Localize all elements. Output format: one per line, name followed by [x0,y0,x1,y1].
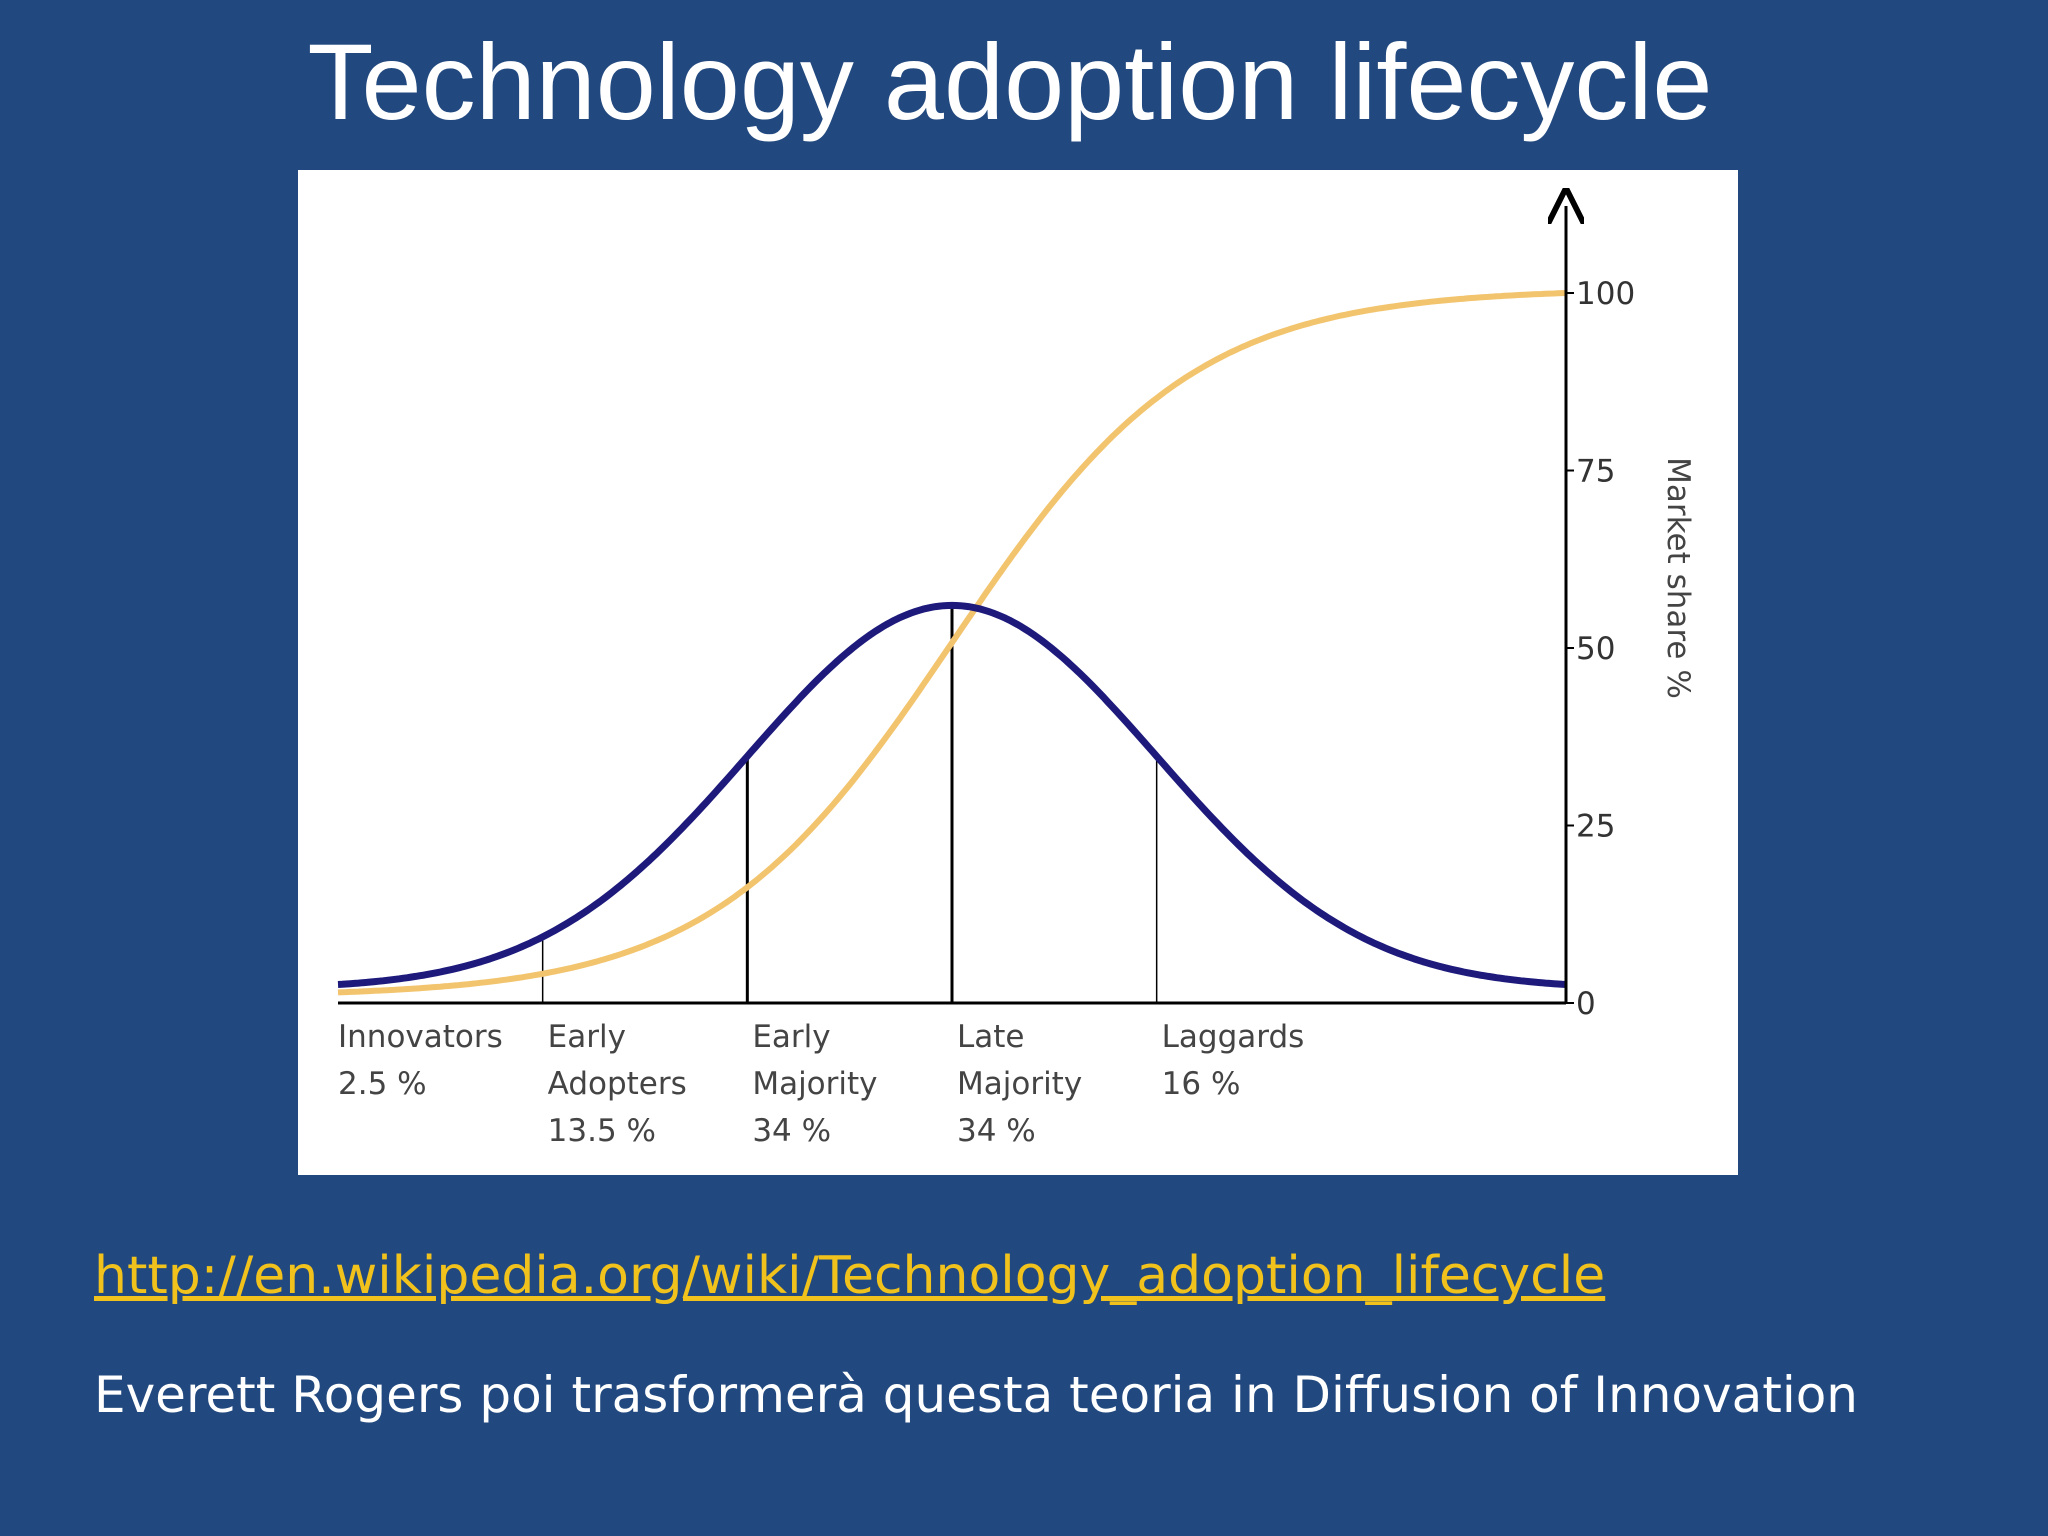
chart-panel: 0 25 50 75 100 Innovators 2.5 % Early Adopters 1… [298,170,1738,1175]
segment-label-line: Early [548,1019,626,1055]
segment-label-line: Late [957,1019,1025,1055]
segment-label-line: Early [752,1019,830,1055]
cumulative-market-share-curve [337,290,1567,996]
y-ticks: 0 25 50 75 100 [1566,276,1635,1022]
segment-label: Early Majority 34 % [752,1019,877,1149]
segment-label-line: 13.5 % [548,1113,656,1149]
segment-label: Late Majority 34 % [957,1019,1082,1149]
source-link[interactable]: http://en.wikipedia.org/wiki/Technology_… [94,1246,1606,1306]
segment-label-line: Majority [957,1066,1082,1102]
y-tick-label: 75 [1576,454,1615,490]
segment-label: Innovators 2.5 % [338,1019,503,1102]
curves [337,290,1567,996]
segment-label: Laggards 16 % [1162,1019,1305,1102]
segment-label-line: Laggards [1162,1019,1305,1055]
slide-title: Technology adoption lifecycle [307,21,1713,142]
segment-label-line: 34 % [957,1113,1036,1149]
segment-label-line: Innovators [338,1019,503,1055]
adoption-bell-curve [337,601,1567,988]
segment-dividers [541,605,1158,1003]
y-axis-label: Market share % [1660,457,1696,699]
segment-label-line: 34 % [752,1113,831,1149]
y-tick-label: 50 [1576,631,1615,667]
caption-text: Everett Rogers poi trasformerà questa te… [94,1366,1858,1424]
y-tick-label: 0 [1576,986,1596,1022]
segment-label-line: 16 % [1162,1066,1241,1102]
axes [338,206,1566,1005]
segment-label-line: 2.5 % [338,1066,427,1102]
segment-labels: Innovators 2.5 % Early Adopters 13.5 % Early M… [338,1019,1304,1149]
segment-label-line: Adopters [548,1066,687,1102]
adoption-lifecycle-chart: 0 25 50 75 100 Innovators 2.5 % Early Adopters 1… [337,170,1696,1149]
segment-label-line: Majority [752,1066,877,1102]
segment-label: Early Adopters 13.5 % [548,1019,687,1149]
y-tick-label: 100 [1576,276,1635,312]
y-tick-label: 25 [1576,809,1615,845]
